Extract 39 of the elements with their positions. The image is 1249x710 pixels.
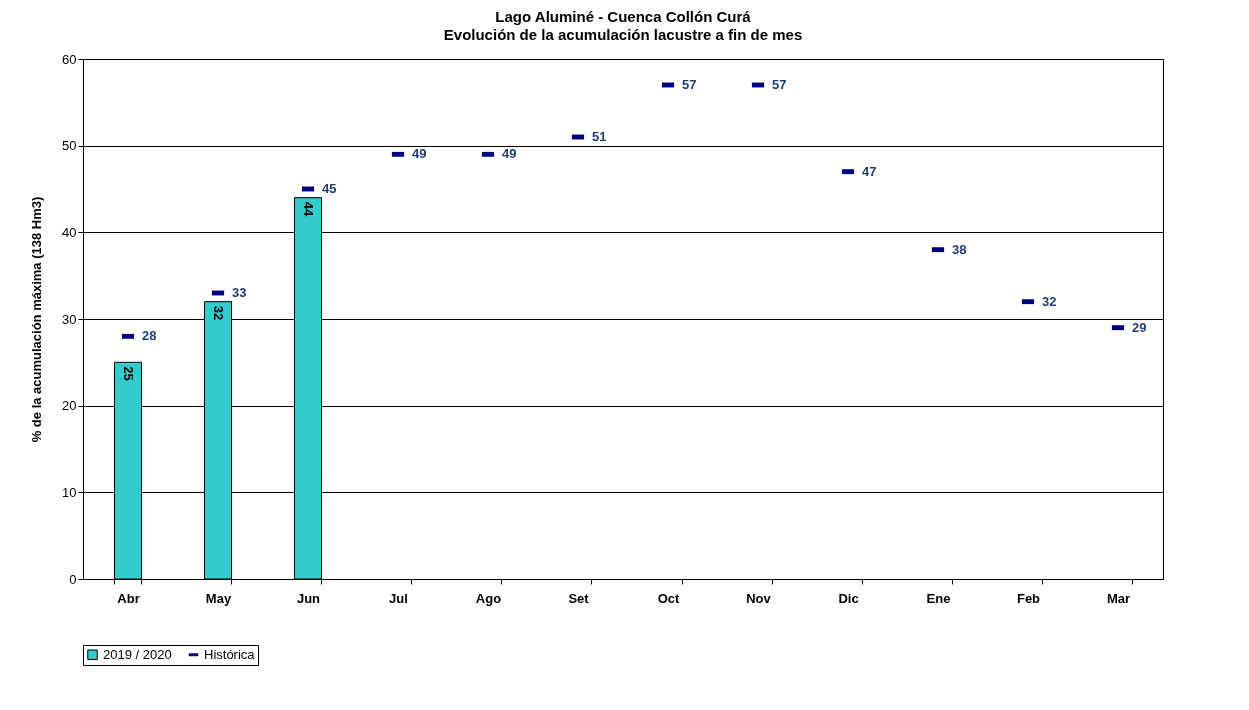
legend-label: Histórica: [204, 646, 256, 662]
data-label: 32: [1042, 293, 1057, 309]
y-tick-label: 60: [62, 51, 77, 67]
data-label: 57: [682, 77, 697, 92]
data-label: 38: [952, 241, 967, 257]
y-tick-label: 10: [62, 484, 77, 500]
y-tick-label: 30: [62, 311, 77, 327]
x-tick-label: Jun: [296, 590, 321, 606]
data-label: 44: [301, 201, 316, 217]
x-tick-label: Mar: [1106, 590, 1131, 606]
y-axis-title: % de la acumulación máxima (138 Hm3): [29, 196, 45, 443]
x-tick-label: Abr: [117, 590, 140, 606]
data-label: 25: [121, 366, 136, 381]
y-tick-label: 40: [62, 224, 77, 240]
y-tick-label: 20: [62, 398, 77, 414]
chart-title: Lago Aluminé - Cuenca Collón Curá: [495, 8, 752, 25]
x-tick-label: Dic: [838, 590, 859, 606]
x-tick-label: Set: [568, 590, 590, 606]
legend-label: 2019 / 2020: [103, 646, 172, 662]
data-label: 32: [211, 305, 226, 321]
y-tick-label: 50: [62, 138, 77, 154]
x-tick-label: Ene: [926, 590, 951, 606]
data-label: 28: [142, 328, 157, 344]
data-label: 47: [862, 163, 877, 179]
data-label: 45: [322, 181, 337, 196]
data-label: 49: [502, 146, 517, 162]
data-label: 51: [592, 129, 607, 144]
x-tick-label: Ago: [475, 590, 502, 606]
y-tick-label: 0: [69, 571, 77, 587]
data-label: 49: [412, 146, 427, 162]
x-tick-label: Oct: [657, 590, 681, 606]
x-tick-label: Jul: [389, 590, 408, 606]
x-tick-label: Nov: [746, 590, 772, 606]
data-label: 29: [1132, 319, 1147, 335]
chart-subtitle: Evolución de la acumulación lacustre a fin de mes: [443, 26, 803, 43]
x-tick-label: Feb: [1016, 590, 1041, 606]
data-label: 57: [772, 77, 787, 92]
data-label: 33: [232, 285, 247, 300]
x-tick-label: May: [205, 590, 232, 606]
